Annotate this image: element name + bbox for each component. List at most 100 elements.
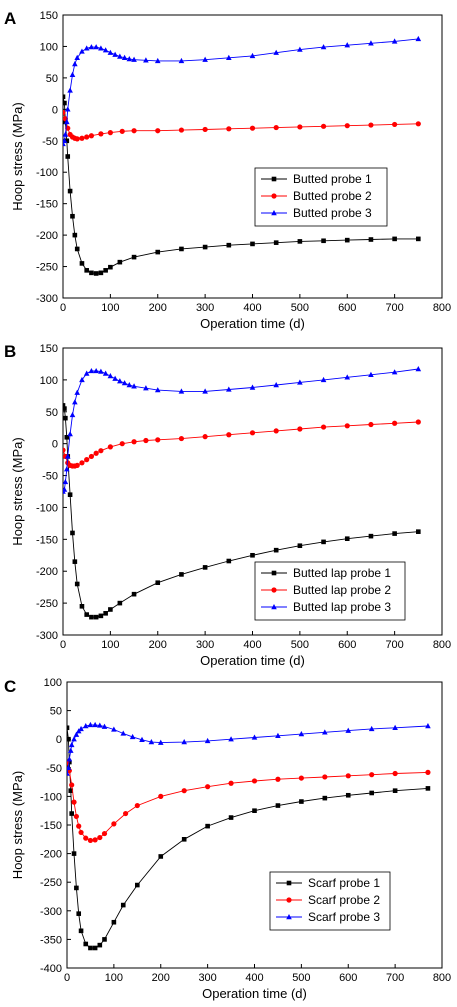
data-point: [107, 130, 113, 136]
data-point: [69, 811, 74, 816]
y-tick-label: -400: [40, 963, 62, 975]
series-line: [63, 405, 419, 618]
data-point: [202, 244, 208, 250]
data-point: [72, 232, 78, 238]
data-point: [131, 591, 137, 597]
data-point: [111, 726, 117, 732]
data-point: [392, 420, 398, 426]
data-point: [415, 366, 422, 372]
chart-panel-b: 0 100 200 300 400 500 600 700 800-300-250-200-15…: [4, 342, 451, 668]
x-tick-label: 700: [386, 972, 404, 984]
data-point: [83, 941, 89, 947]
x-tick-label: 200: [149, 302, 167, 314]
data-point: [88, 453, 95, 460]
data-point: [134, 802, 140, 809]
series-3: [63, 366, 422, 494]
data-point: [72, 61, 78, 67]
data-point: [67, 764, 72, 770]
data-point: [63, 137, 68, 143]
data-point: [129, 733, 136, 740]
data-point: [392, 236, 397, 242]
data-point: [202, 434, 208, 440]
data-point: [97, 834, 103, 841]
data-point: [119, 128, 125, 134]
data-point: [67, 431, 73, 437]
y-tick-label: 150: [40, 10, 58, 22]
data-point: [202, 565, 208, 570]
data-point: [226, 558, 232, 564]
data-point: [249, 52, 256, 59]
data-point: [101, 830, 108, 837]
legend-entry: Scarf probe 3: [308, 910, 380, 924]
series-3: [63, 35, 422, 147]
data-point: [107, 373, 114, 379]
legend: Butted probe 1 Butted probe 2 Butted probe…: [254, 167, 388, 227]
x-tick-label: 600: [339, 972, 357, 984]
y-tick-label: -50: [46, 763, 62, 775]
y-tick-label: -250: [40, 877, 62, 889]
data-point: [67, 188, 73, 194]
data-point: [76, 911, 82, 916]
data-point: [368, 533, 374, 539]
data-point: [415, 121, 421, 127]
data-point: [158, 854, 164, 859]
data-point: [69, 782, 75, 788]
data-point: [368, 371, 374, 377]
legend-entry: Butted probe 3: [293, 206, 372, 220]
data-point: [79, 604, 85, 609]
data-point: [117, 378, 123, 384]
data-point: [92, 837, 98, 843]
data-point: [97, 722, 103, 728]
y-tick-label: -300: [36, 630, 58, 642]
data-point: [392, 788, 398, 793]
data-point: [148, 739, 155, 745]
y-tick-label: -250: [36, 598, 58, 610]
series-1: [63, 94, 421, 276]
data-point: [392, 531, 397, 536]
y-axis-title: Hoop stress (MPa): [10, 437, 25, 545]
data-point: [228, 780, 234, 786]
data-point: [320, 44, 327, 50]
data-point: [120, 902, 126, 908]
data-point: [273, 428, 279, 434]
data-point: [88, 133, 95, 139]
series-line: [67, 724, 428, 774]
data-point: [63, 403, 66, 408]
data-point: [78, 725, 84, 732]
data-point: [204, 737, 211, 744]
data-point: [84, 457, 90, 463]
data-point: [126, 56, 133, 62]
data-point: [65, 154, 71, 159]
panel-letter: C: [4, 677, 16, 696]
y-axis-title: Hoop stress (MPa): [10, 771, 25, 879]
data-point: [103, 611, 108, 616]
x-tick-label: 800: [433, 972, 451, 984]
data-point: [92, 945, 98, 951]
data-point: [226, 54, 232, 60]
legend-marker: [271, 570, 277, 576]
data-point: [345, 773, 351, 779]
data-point: [368, 122, 374, 128]
data-point: [101, 723, 108, 729]
data-point: [126, 381, 133, 388]
series-line: [63, 368, 419, 492]
chart-panel-a: 0 100 200 300 400 500 600 700 800-300-250-200-15…: [4, 9, 451, 331]
data-point: [297, 46, 303, 52]
x-axis-title: Operation time (d): [202, 986, 307, 1001]
data-point: [392, 724, 398, 730]
data-point: [97, 942, 103, 948]
data-point: [415, 419, 421, 425]
data-point: [369, 772, 375, 778]
y-tick-label: -250: [36, 262, 58, 274]
data-point: [416, 529, 421, 534]
data-point: [76, 823, 82, 829]
data-point: [131, 439, 137, 445]
data-point: [74, 389, 81, 395]
series-2: [67, 759, 431, 844]
data-point: [72, 399, 78, 405]
x-axis-title: Operation time (d): [200, 316, 305, 331]
data-point: [93, 450, 99, 456]
data-point: [179, 246, 184, 252]
data-point: [131, 56, 137, 62]
